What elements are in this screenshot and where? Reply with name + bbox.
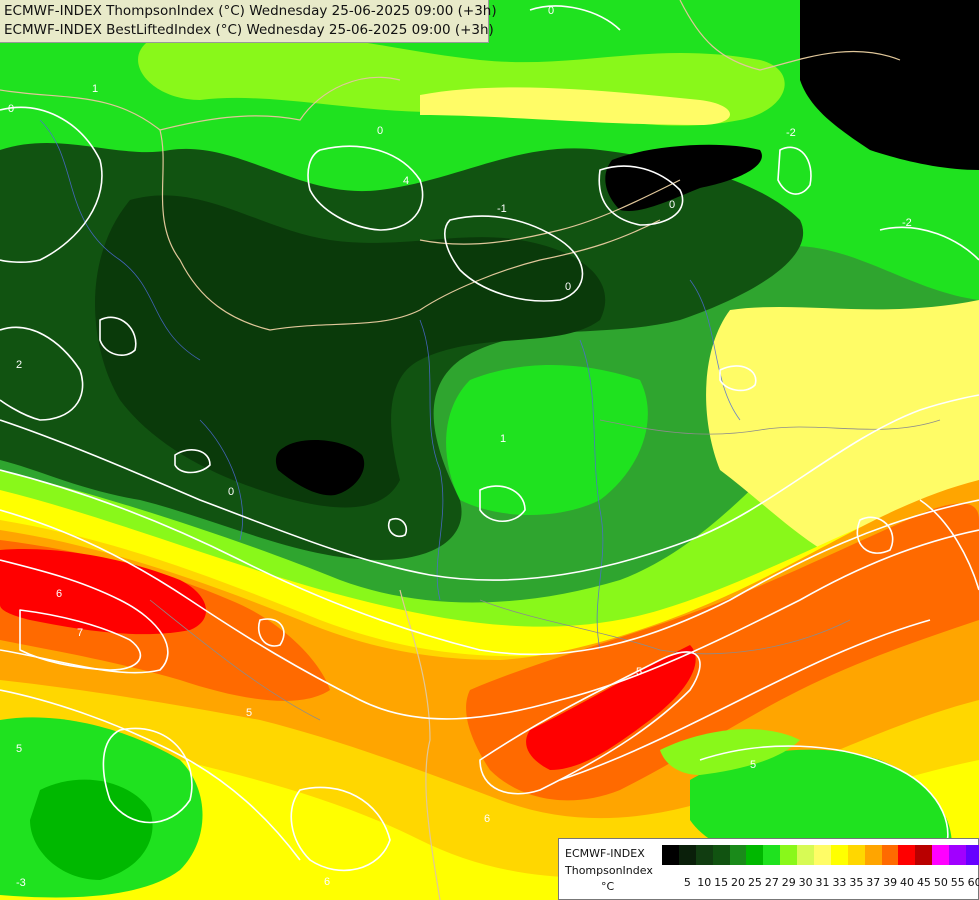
field-yellow-streak-north (420, 87, 730, 125)
field-green-patch-east (446, 365, 648, 515)
field-black-corner-northeast (800, 0, 979, 170)
legend-swatch (695, 845, 713, 865)
legend-tick-label: 30 (798, 876, 813, 889)
contour-label-layer: 0 0 0 0 0 0 1 1 2 4 5 5 5 5 6 6 6 7 -1 -… (8, 5, 912, 889)
field-black-blob-northeast (605, 144, 762, 211)
legend-swatch (847, 845, 865, 865)
legend-tick-label: 37 (866, 876, 881, 889)
legend-tick-label: 29 (781, 876, 796, 889)
contour-label: 0 (565, 281, 571, 293)
contour-label: 1 (500, 433, 506, 445)
legend-tick-label: 50 (933, 876, 948, 889)
legend-tick-label: 25 (747, 876, 762, 889)
field-red-core-southeast (526, 645, 696, 770)
contour-label: -1 (497, 203, 507, 215)
legend-color-scale (662, 845, 979, 865)
contour-label: 6 (484, 813, 490, 825)
contour-label: 5 (16, 743, 22, 755)
legend-tick-label: 40 (900, 876, 915, 889)
contour-label: 4 (403, 175, 409, 187)
field-black-blob-centre (275, 439, 365, 496)
legend-tick-label: 20 (731, 876, 746, 889)
legend-tick-label: 45 (916, 876, 931, 889)
legend-swatch (678, 845, 696, 865)
map-title-primary: ECMWF-INDEX ThompsonIndex (°C) Wednesday… (4, 3, 497, 19)
legend-tick-label: 15 (714, 876, 729, 889)
legend-tick-label: 31 (815, 876, 830, 889)
legend-swatch (830, 845, 848, 865)
legend-tick-label: 33 (832, 876, 847, 889)
legend-tick-label: 39 (883, 876, 898, 889)
contour-label: 5 (246, 707, 252, 719)
legend-swatch (864, 845, 882, 865)
contour-label: 0 (228, 486, 234, 498)
contour-label: -2 (902, 217, 912, 229)
legend-swatch (915, 845, 933, 865)
legend-tick-label: 35 (849, 876, 864, 889)
legend-tick-label: 55 (950, 876, 965, 889)
legend-swatch (712, 845, 730, 865)
legend-parameter-name: ThompsonIndex (565, 864, 653, 877)
contour-label: 0 (548, 5, 554, 17)
contour-label: 0 (8, 103, 14, 115)
legend-tick-label: 10 (697, 876, 712, 889)
border-lines (0, 0, 901, 900)
contour-label: 7 (77, 627, 83, 639)
legend-swatch (881, 845, 899, 865)
field-darkest-core (95, 195, 606, 508)
contour-label: 0 (669, 199, 675, 211)
legend-tick-label: 60 (967, 876, 979, 889)
legend-model-name: ECMWF-INDEX (565, 847, 645, 860)
legend-swatch (949, 845, 967, 865)
contour-label: 5 (636, 666, 642, 678)
contour-label: -2 (786, 127, 796, 139)
field-green-patch-south (30, 779, 153, 880)
contour-label: 6 (324, 876, 330, 888)
legend-tick-label: 27 (764, 876, 779, 889)
map-title-box: ECMWF-INDEX ThompsonIndex (°C) Wednesday… (0, 0, 497, 43)
legend-swatch (898, 845, 916, 865)
contour-label: 1 (92, 83, 98, 95)
legend-swatch (780, 845, 798, 865)
admin-lines (149, 419, 941, 721)
legend-swatch (662, 845, 679, 865)
legend-unit: °C (601, 880, 615, 893)
legend-swatch (746, 845, 764, 865)
contour-label: 0 (377, 125, 383, 137)
legend-swatch (729, 845, 747, 865)
contour-label: 5 (750, 759, 756, 771)
color-legend: ECMWF-INDEX ThompsonIndex °C 5 10 15 20 25 27… (558, 838, 979, 900)
legend-swatch (814, 845, 831, 865)
legend-swatch (966, 845, 979, 865)
map-title-secondary: ECMWF-INDEX BestLiftedIndex (°C) Wednesd… (4, 22, 494, 38)
contour-label: 6 (56, 588, 62, 600)
contour-label: 2 (16, 359, 22, 371)
river-lines (39, 119, 741, 651)
legend-tick-label: 5 (683, 876, 691, 889)
legend-swatch (797, 845, 815, 865)
contour-label: -3 (16, 877, 26, 889)
contour-lines (0, 5, 979, 872)
legend-swatch (932, 845, 950, 865)
legend-swatch (763, 845, 781, 865)
